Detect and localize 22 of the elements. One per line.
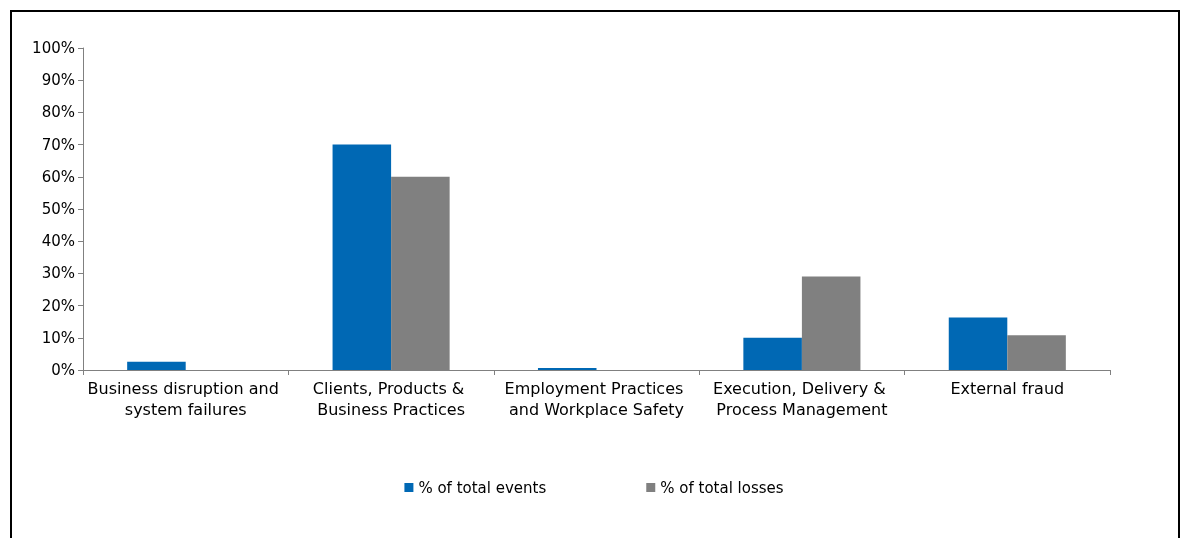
x-tick-label: Execution, Delivery & Process Management bbox=[713, 379, 891, 419]
x-tick-label: Clients, Products & Business Practices bbox=[312, 379, 470, 419]
y-tick-label: 40% bbox=[41, 232, 75, 251]
y-tick-label: 10% bbox=[41, 328, 75, 347]
y-tick-label: 80% bbox=[41, 103, 75, 122]
x-tick-label: Employment Practices and Workplace Safety bbox=[504, 379, 689, 419]
bar bbox=[127, 361, 186, 370]
bar bbox=[332, 144, 392, 370]
legend-label: % of total losses bbox=[660, 478, 784, 497]
bar bbox=[743, 337, 802, 370]
x-tick-label: Business disruption and system failures bbox=[87, 379, 284, 419]
y-tick-label: 90% bbox=[41, 71, 75, 90]
y-tick-label: 50% bbox=[41, 200, 75, 218]
y-tick-label: 60% bbox=[41, 167, 75, 186]
y-tick-label: 0% bbox=[51, 361, 75, 379]
legend-label: % of total events bbox=[418, 478, 547, 497]
bar bbox=[948, 317, 1008, 370]
x-tick-label: External fraud bbox=[950, 379, 1065, 398]
y-tick-label: 100% bbox=[32, 39, 75, 57]
y-tick-label: 20% bbox=[41, 296, 75, 315]
y-tick-label: 30% bbox=[41, 264, 75, 283]
y-tick-label: 70% bbox=[41, 135, 75, 154]
